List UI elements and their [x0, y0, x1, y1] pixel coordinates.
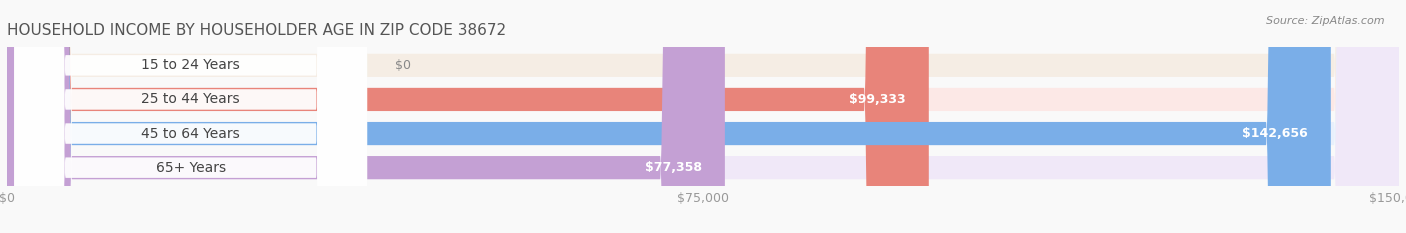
FancyBboxPatch shape: [14, 0, 367, 233]
FancyBboxPatch shape: [14, 0, 367, 233]
Text: 25 to 44 Years: 25 to 44 Years: [142, 93, 240, 106]
FancyBboxPatch shape: [7, 0, 725, 233]
Text: 45 to 64 Years: 45 to 64 Years: [142, 127, 240, 140]
FancyBboxPatch shape: [7, 0, 1399, 233]
FancyBboxPatch shape: [7, 0, 1331, 233]
Text: $99,333: $99,333: [849, 93, 905, 106]
Text: $77,358: $77,358: [645, 161, 702, 174]
FancyBboxPatch shape: [7, 0, 1399, 233]
Text: Source: ZipAtlas.com: Source: ZipAtlas.com: [1267, 16, 1385, 26]
FancyBboxPatch shape: [7, 0, 1399, 233]
Text: 15 to 24 Years: 15 to 24 Years: [142, 58, 240, 72]
Text: HOUSEHOLD INCOME BY HOUSEHOLDER AGE IN ZIP CODE 38672: HOUSEHOLD INCOME BY HOUSEHOLDER AGE IN Z…: [7, 24, 506, 38]
FancyBboxPatch shape: [14, 0, 367, 233]
Text: $0: $0: [395, 59, 411, 72]
FancyBboxPatch shape: [7, 0, 1399, 233]
FancyBboxPatch shape: [14, 0, 367, 233]
Text: 65+ Years: 65+ Years: [156, 161, 226, 175]
FancyBboxPatch shape: [7, 0, 929, 233]
Text: $142,656: $142,656: [1241, 127, 1308, 140]
